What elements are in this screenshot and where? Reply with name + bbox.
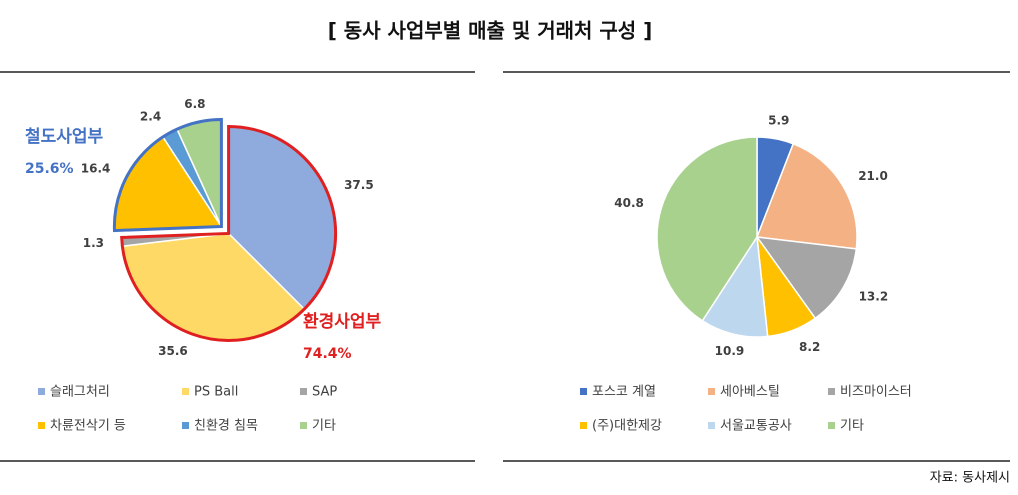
- data-label: 5.9: [768, 114, 789, 128]
- source: 자료: 동사제시: [930, 471, 1010, 486]
- legend-marker: [708, 388, 715, 395]
- data-label: 40.8: [614, 196, 644, 210]
- legend-label: 서울교통공사: [720, 419, 792, 434]
- pie-slice: [701, 234, 769, 338]
- group-outline: [120, 124, 338, 342]
- legend-label: 차륜전삭기 등: [50, 419, 126, 434]
- legend-marker: [580, 422, 587, 429]
- data-label: 35.6: [158, 344, 188, 358]
- data-label: 6.8: [184, 97, 205, 111]
- data-label: 1.3: [83, 236, 104, 250]
- legend-marker: [708, 422, 715, 429]
- legend-label: SAP: [312, 385, 337, 400]
- data-label: 8.2: [799, 340, 820, 354]
- legend-label: 기타: [312, 419, 336, 434]
- legend-marker: [580, 388, 587, 395]
- page-title: [ 동사 사업부별 매출 및 거래처 구성 ]: [328, 19, 653, 43]
- legend-label: (주)대한제강: [592, 419, 662, 434]
- data-label: 21.0: [858, 169, 888, 183]
- data-label: 37.5: [344, 178, 374, 192]
- legend-marker: [182, 388, 189, 395]
- group-value: 74.4%: [303, 346, 352, 362]
- legend-marker: [828, 422, 835, 429]
- legend-marker: [300, 422, 307, 429]
- legend-label: 비즈마이스터: [840, 385, 912, 400]
- pie-slice: [755, 236, 858, 320]
- pie-slice: [656, 136, 758, 322]
- legend-marker: [182, 422, 189, 429]
- legend-marker: [828, 388, 835, 395]
- legend-marker: [300, 388, 307, 395]
- data-label: 10.9: [715, 344, 745, 358]
- data-label: 13.2: [859, 290, 889, 304]
- legend-label: 세아베스틸: [720, 385, 780, 400]
- legend-label: PS Ball: [194, 385, 238, 400]
- pie-slice: [755, 142, 858, 250]
- group-label: 환경사업부: [303, 312, 382, 332]
- group-outline: [112, 118, 223, 233]
- legend-marker: [38, 422, 45, 429]
- group-label: 철도사업부: [25, 127, 104, 147]
- legend-label: 기타: [840, 419, 864, 434]
- legend-label: 슬래그처리: [50, 385, 110, 400]
- legend-label: 포스코 계열: [592, 385, 656, 400]
- data-label: 16.4: [81, 162, 111, 176]
- legend-label: 친환경 침목: [194, 419, 258, 434]
- legend-marker: [38, 388, 45, 395]
- data-label: 2.4: [140, 109, 161, 123]
- group-value: 25.6%: [25, 161, 74, 177]
